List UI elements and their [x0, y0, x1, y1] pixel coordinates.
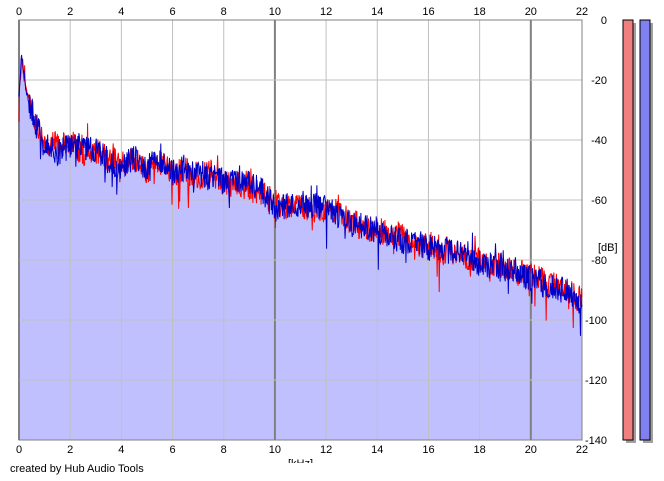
x-tick-label-bottom: 2 [67, 444, 73, 456]
plot-border [18, 19, 583, 441]
y-tick-label: -100 [585, 315, 607, 327]
x-tick-label-bottom: 22 [576, 444, 588, 456]
x-tick-label-top: 2 [67, 6, 73, 18]
x-tick-label-top: 14 [371, 6, 383, 18]
y-tick-label: -80 [591, 255, 607, 267]
x-tick-label-top: 0 [16, 6, 22, 18]
x-tick-label-top: 10 [269, 6, 281, 18]
grid-lines [18, 19, 583, 441]
y-tick-label: -140 [585, 435, 607, 447]
x-tick-label-top: 18 [474, 6, 486, 18]
x-tick-label-bottom: 6 [169, 444, 175, 456]
y-tick-label: 0 [601, 15, 607, 27]
y-tick-label: -20 [591, 75, 607, 87]
y-tick-label: -120 [585, 375, 607, 387]
x-tick-label-bottom: 16 [422, 444, 434, 456]
x-tick-label-top: 20 [525, 6, 537, 18]
level-meter-left [622, 19, 634, 441]
x-tick-label-bottom: 4 [118, 444, 124, 456]
x-tick-label-bottom: 14 [371, 444, 383, 456]
y-tick-label: -40 [591, 135, 607, 147]
spectrum-chart: 002244668810101212141416161818202022220-… [16, 6, 653, 463]
level-meter-right [639, 19, 651, 441]
x-tick-label-bottom: 12 [320, 444, 332, 456]
x-tick-label-top: 4 [118, 6, 124, 18]
level-meters [622, 19, 653, 443]
x-tick-label-top: 16 [422, 6, 434, 18]
x-tick-label-bottom: 8 [221, 444, 227, 456]
x-tick-label-bottom: 10 [269, 444, 281, 456]
x-axis-label: [kHz] [288, 458, 313, 463]
credit-text: created by Hub Audio Tools [10, 463, 144, 475]
y-tick-label: -60 [591, 195, 607, 207]
series-layer [18, 54, 583, 336]
axis-labels: 002244668810101212141416161818202022220-… [16, 6, 618, 463]
y-axis-label: [dB] [598, 242, 618, 254]
x-tick-label-bottom: 20 [525, 444, 537, 456]
plot-area [19, 20, 582, 440]
x-tick-label-top: 6 [169, 6, 175, 18]
x-tick-label-top: 8 [221, 6, 227, 18]
x-tick-label-top: 22 [576, 6, 588, 18]
series-line-2 [18, 54, 583, 336]
x-tick-label-bottom: 0 [16, 444, 22, 456]
x-tick-label-top: 12 [320, 6, 332, 18]
x-tick-label-bottom: 18 [474, 444, 486, 456]
